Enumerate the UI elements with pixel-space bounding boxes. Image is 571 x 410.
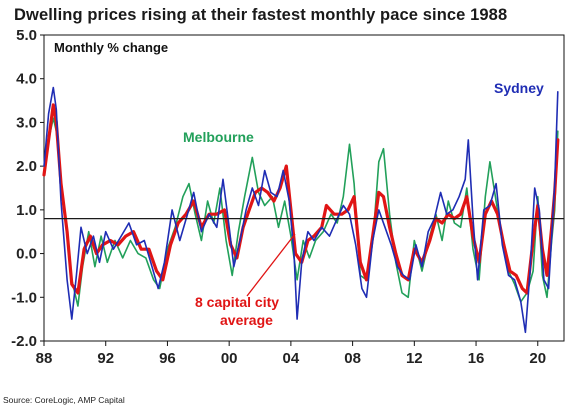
y-tick-label: -2.0	[11, 333, 37, 350]
series-layer	[42, 86, 560, 334]
x-tick-label: 88	[36, 350, 53, 367]
x-tick-label: 08	[344, 350, 361, 367]
x-tick-label: 00	[221, 350, 238, 367]
x-tick-label: 04	[283, 350, 300, 367]
y-tick-label: 0.0	[16, 246, 37, 263]
chart-title: Dwelling prices rising at their fastest …	[14, 6, 508, 24]
melbourne-label: Melbourne	[183, 129, 254, 145]
average-label-line2: average	[220, 312, 273, 328]
x-tick-label: 12	[406, 350, 423, 367]
x-tick-label: 92	[97, 350, 114, 367]
x-tick-label: 16	[468, 350, 485, 367]
y-tick-label: 3.0	[16, 114, 37, 131]
plot-area	[43, 34, 565, 342]
x-tick-label: 20	[529, 350, 546, 367]
average-label-line1: 8 capital city	[195, 294, 279, 310]
y-tick-label: 4.0	[16, 71, 37, 88]
y-tick-label: -1.0	[11, 289, 37, 306]
sydney-series-line	[43, 86, 559, 334]
x-tick-label: 96	[159, 350, 176, 367]
x-axis: 88 92 96 00 04 08 12 16 20	[36, 341, 546, 367]
y-tick-label: 5.0	[16, 27, 37, 44]
y-axis-label: Monthly % change	[54, 40, 168, 55]
source-note: Source: CoreLogic, AMP Capital	[3, 395, 125, 405]
average-series-line	[42, 103, 560, 295]
sydney-label: Sydney	[494, 80, 544, 96]
y-tick-label: 2.0	[16, 158, 37, 175]
y-tick-label: 1.0	[16, 202, 37, 219]
melbourne-series-line	[43, 117, 559, 307]
average-pointer	[246, 233, 296, 297]
y-axis: -2.0 -1.0 0.0 1.0 2.0 3.0 4.0 5.0	[11, 27, 44, 350]
